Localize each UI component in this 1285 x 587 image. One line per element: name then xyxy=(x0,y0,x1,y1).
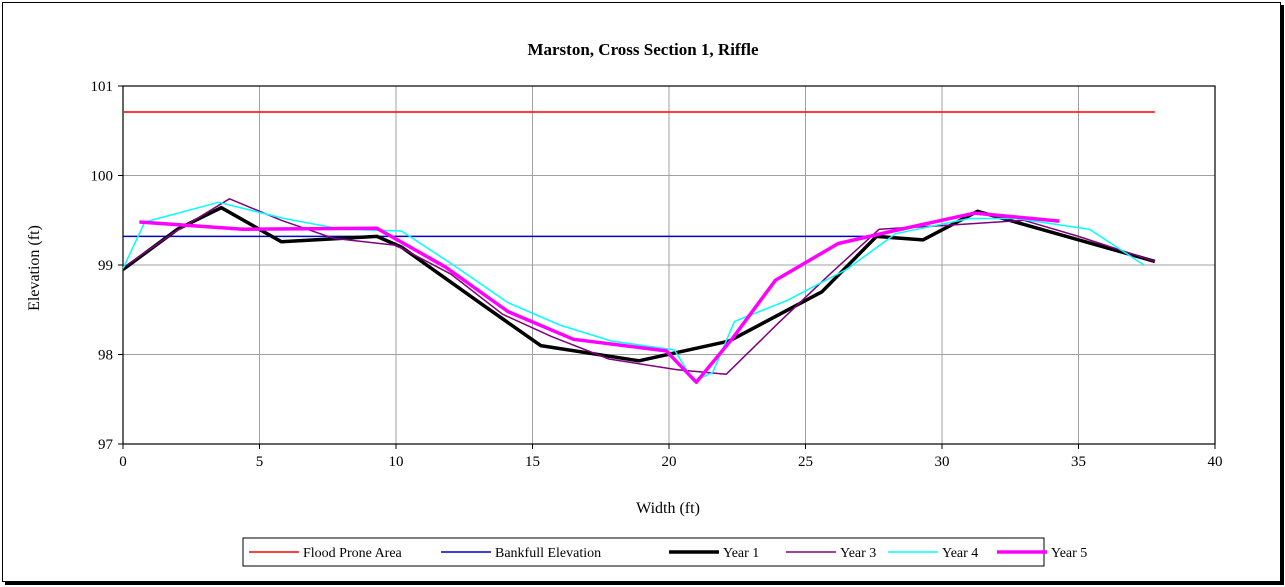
y-tick-label: 101 xyxy=(91,79,114,95)
series-layer xyxy=(121,111,1156,384)
legend-label-year-3: Year 3 xyxy=(840,546,876,561)
legend: Flood Prone Area Bankfull Elevation Year 1… xyxy=(242,537,1087,567)
x-tick-label: 15 xyxy=(525,454,540,470)
series-year-4-line xyxy=(122,201,1145,383)
y-axis-ticks: 97 98 99 100 101 xyxy=(91,79,123,453)
x-axis-label: Width (ft) xyxy=(636,500,700,517)
x-tick-label: 40 xyxy=(1208,454,1223,470)
x-tick-label: 35 xyxy=(1071,454,1086,470)
x-tick-label: 10 xyxy=(389,454,404,470)
chart-title: Marston, Cross Section 1, Riffle xyxy=(527,40,758,59)
legend-label-flood-prone-area: Flood Prone Area xyxy=(303,546,403,561)
y-tick-label: 98 xyxy=(98,348,113,364)
x-axis-ticks: 0 5 10 15 20 25 30 35 40 xyxy=(119,444,1223,470)
y-tick-label: 100 xyxy=(91,169,114,185)
legend-label-year-4: Year 4 xyxy=(942,546,978,561)
series-year-1-line xyxy=(121,205,1156,363)
x-tick-label: 30 xyxy=(935,454,950,470)
x-tick-label: 0 xyxy=(119,454,127,470)
x-tick-label: 20 xyxy=(662,454,677,470)
legend-label-year-5: Year 5 xyxy=(1051,546,1087,561)
series-year-3-line xyxy=(122,198,1156,375)
x-tick-label: 5 xyxy=(256,454,264,470)
legend-label-bankfull-elevation: Bankfull Elevation xyxy=(495,546,601,561)
x-tick-label: 25 xyxy=(798,454,813,470)
gridlines xyxy=(122,85,1216,445)
series-year-5-line xyxy=(139,211,1060,384)
legend-label-year-1: Year 1 xyxy=(723,546,759,561)
y-tick-label: 97 xyxy=(98,437,114,453)
y-tick-label: 99 xyxy=(98,258,113,274)
y-axis-label: Elevation (ft) xyxy=(26,225,43,311)
line-chart: Marston, Cross Section 1, Riffle 0 5 10 15 2… xyxy=(26,40,1223,567)
